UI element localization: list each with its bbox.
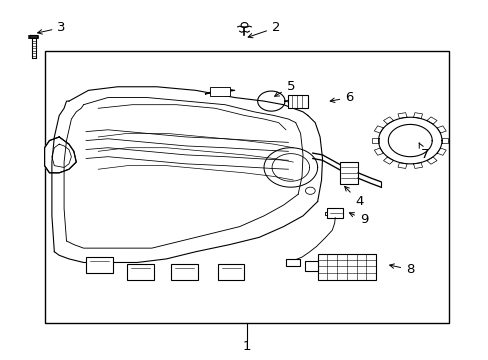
Bar [127,264,154,280]
Bar [44,51,448,323]
Text: 8: 8 [389,263,414,276]
Bar [86,257,113,273]
Bar [327,208,342,218]
Bar [285,259,299,266]
Text: 9: 9 [349,213,367,226]
Bar [339,162,357,184]
Bar [288,95,307,108]
Text: 2: 2 [247,21,280,38]
Bar [210,87,229,96]
Bar [317,253,375,280]
Polygon shape [44,137,76,173]
Text: 4: 4 [344,186,363,208]
Text: 7: 7 [418,143,428,161]
Text: 5: 5 [274,80,294,96]
Bar [171,264,198,280]
Text: 3: 3 [38,21,66,34]
Text: 6: 6 [329,91,353,104]
Bar [217,264,244,280]
Bar [305,261,317,271]
Text: 1: 1 [242,340,251,353]
